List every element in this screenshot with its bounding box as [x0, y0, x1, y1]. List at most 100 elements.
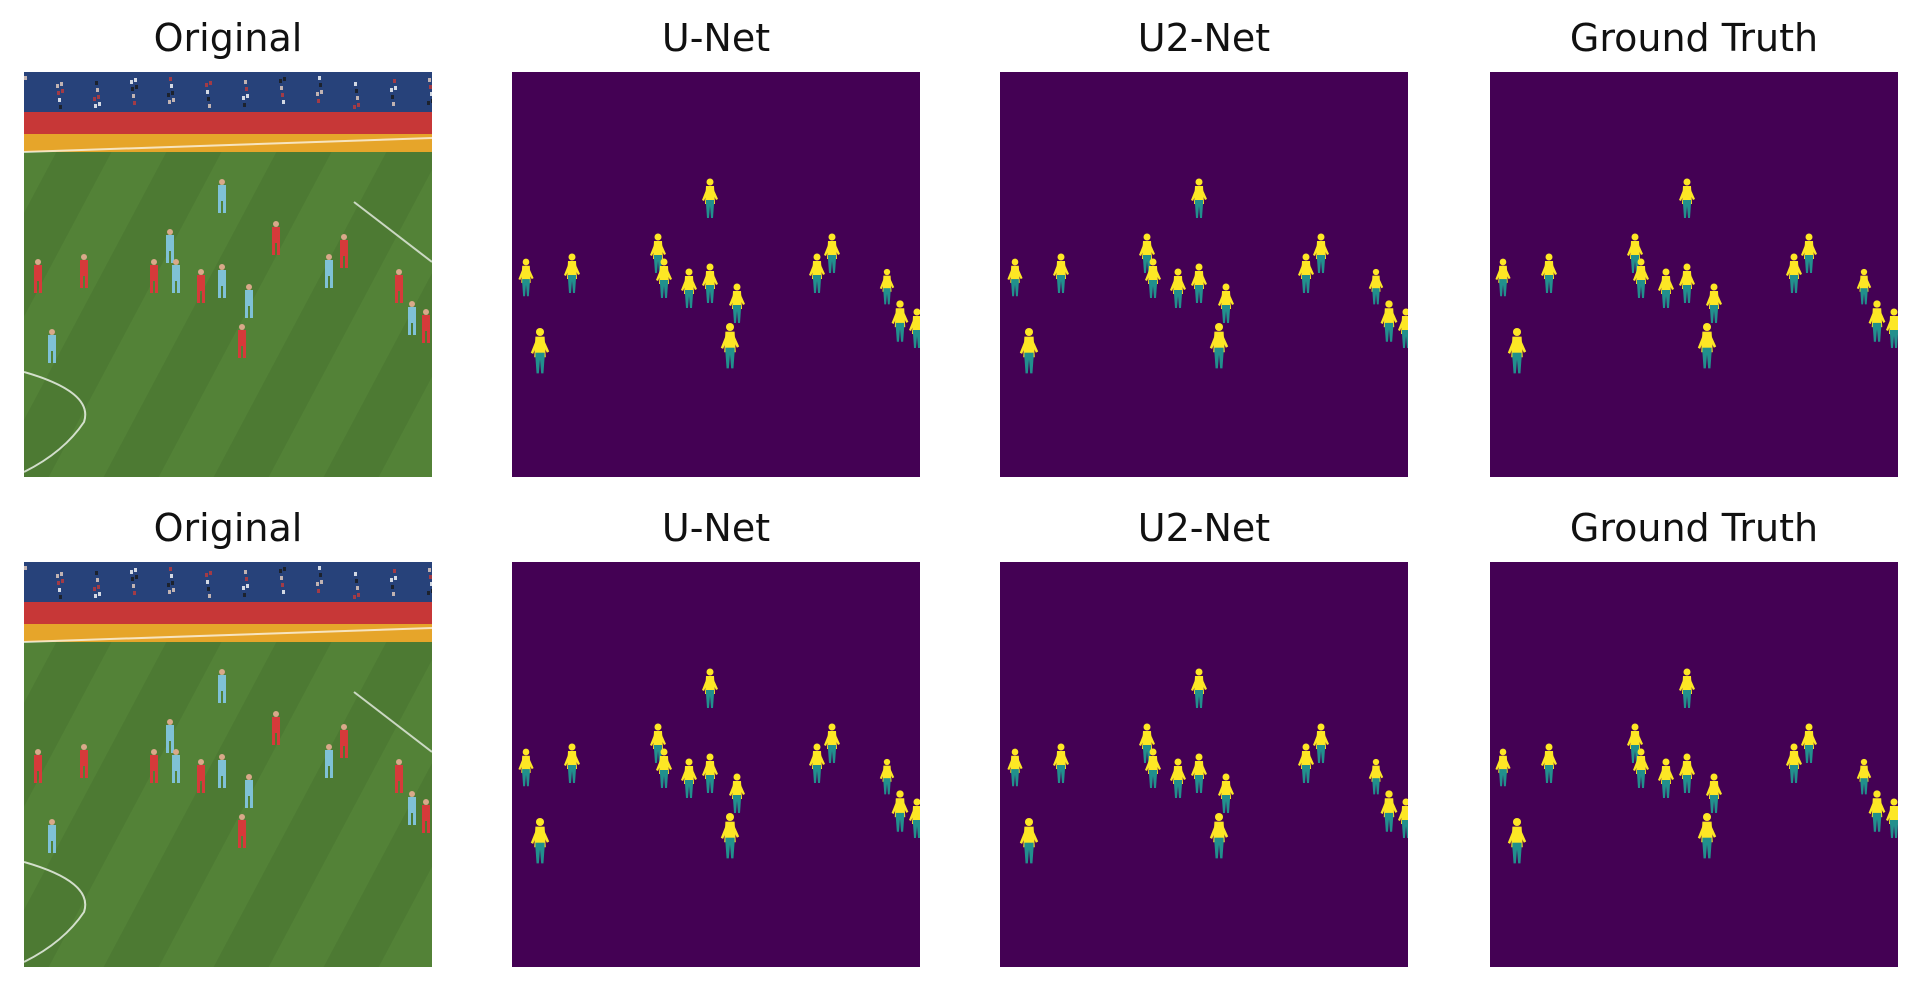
player-mask [1679, 263, 1695, 303]
player-mask [1368, 268, 1384, 305]
player-mask [909, 308, 920, 348]
player-mask [1191, 668, 1207, 708]
player [340, 724, 348, 758]
player-mask [1170, 268, 1186, 308]
player-mask [1191, 178, 1207, 218]
player-mask [1868, 790, 1886, 832]
player-mask [1633, 258, 1649, 298]
player-mask [518, 748, 534, 787]
player-mask [1019, 327, 1039, 374]
player-mask [891, 790, 909, 832]
player-mask [879, 268, 895, 305]
player [172, 749, 180, 783]
player [34, 259, 42, 293]
player-mask [1053, 743, 1069, 783]
player-mask [1658, 268, 1674, 308]
player-mask [879, 758, 895, 795]
player [150, 259, 158, 293]
player-mask [656, 258, 672, 298]
player-mask [1053, 253, 1069, 293]
player-mask [720, 812, 740, 859]
player-mask [1679, 668, 1695, 708]
player-mask [1218, 283, 1234, 323]
player-mask [909, 798, 920, 838]
player-mask [681, 268, 697, 308]
player-mask [1145, 258, 1161, 298]
player-mask [1209, 322, 1229, 369]
player [395, 759, 403, 793]
player-mask [650, 723, 666, 763]
player-mask [1633, 748, 1649, 788]
player-mask [1313, 233, 1329, 273]
player-mask [702, 263, 718, 303]
player-mask [1298, 743, 1314, 783]
player-mask [564, 253, 580, 293]
player-mask [1886, 308, 1898, 348]
player-mask [1170, 758, 1186, 798]
player [218, 179, 226, 213]
player [218, 754, 226, 788]
player-mask [1886, 798, 1898, 838]
panel-title-ground-truth-1: Ground Truth [1569, 16, 1819, 60]
ground-truth-mask-1 [1490, 72, 1898, 477]
player-mask [1786, 253, 1802, 293]
player-mask [1856, 758, 1872, 795]
player [245, 284, 253, 318]
player [422, 309, 430, 343]
player-mask [1679, 753, 1695, 793]
player-mask [1697, 322, 1717, 369]
player-mask [1313, 723, 1329, 763]
player-mask [1541, 743, 1557, 783]
player-mask [720, 322, 740, 369]
player [325, 254, 333, 288]
player-mask [1298, 253, 1314, 293]
player-mask [891, 300, 909, 342]
player [408, 301, 416, 335]
panel-title-original-2: Original [153, 506, 303, 550]
player-mask [1398, 308, 1408, 348]
player-mask [1856, 268, 1872, 305]
player [166, 229, 174, 263]
player-mask [1495, 258, 1511, 297]
player-mask [1007, 258, 1023, 297]
player [325, 744, 333, 778]
player-mask [1706, 773, 1722, 813]
player [80, 254, 88, 288]
player [272, 221, 280, 255]
player-mask [1007, 748, 1023, 787]
player [422, 799, 430, 833]
panel-title-unet-2: U-Net [661, 506, 771, 550]
player [238, 324, 246, 358]
player [340, 234, 348, 268]
player [150, 749, 158, 783]
player-mask [1209, 812, 1229, 859]
player [218, 264, 226, 298]
player [48, 819, 56, 853]
unet-mask-2 [512, 562, 920, 967]
player-mask [1019, 817, 1039, 864]
player-mask [1786, 743, 1802, 783]
player-mask [656, 748, 672, 788]
player-mask [702, 668, 718, 708]
player [48, 329, 56, 363]
player-mask [824, 723, 840, 763]
player-mask [1627, 233, 1643, 273]
panel-title-ground-truth-2: Ground Truth [1569, 506, 1819, 550]
player [34, 749, 42, 783]
player [80, 744, 88, 778]
player-mask [564, 743, 580, 783]
player [272, 711, 280, 745]
player-mask [1368, 758, 1384, 795]
player-mask [1398, 798, 1408, 838]
player [245, 774, 253, 808]
u2net-mask-1 [1000, 72, 1408, 477]
player-mask [518, 258, 534, 297]
player-mask [1801, 233, 1817, 273]
player-mask [530, 817, 550, 864]
ground-truth-mask-2 [1490, 562, 1898, 967]
player-mask [1191, 753, 1207, 793]
player-mask [1868, 300, 1886, 342]
player [238, 814, 246, 848]
player-mask [1706, 283, 1722, 323]
player [172, 259, 180, 293]
